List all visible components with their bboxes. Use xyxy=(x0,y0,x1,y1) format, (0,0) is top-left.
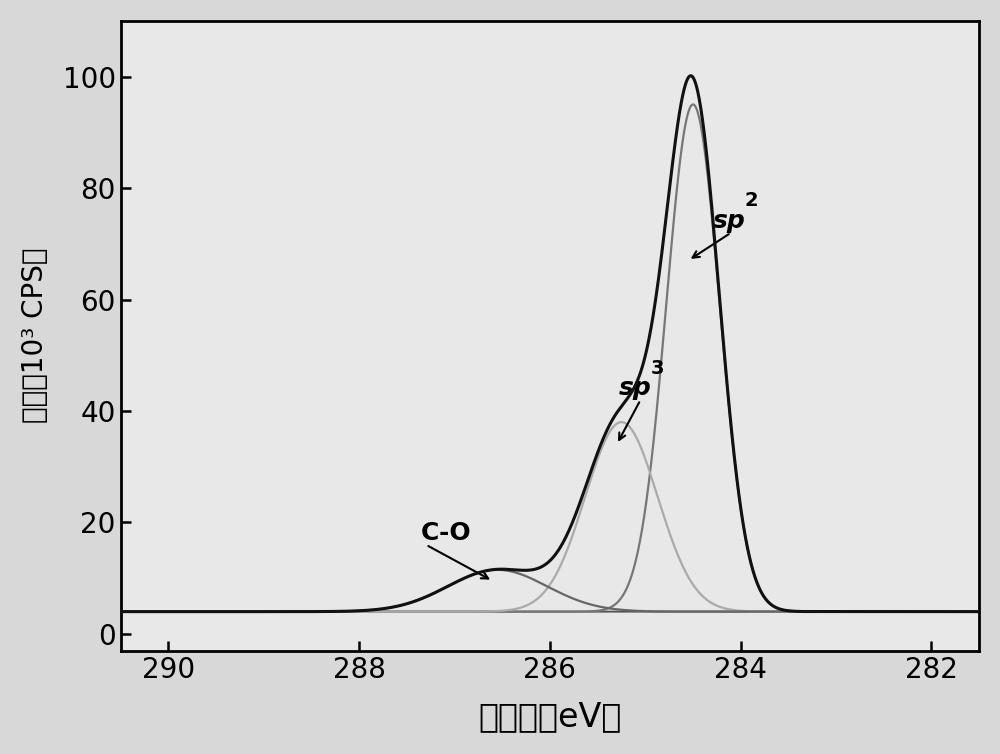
Text: sp: sp xyxy=(713,209,745,233)
Y-axis label: 强度（10³ CPS）: 强度（10³ CPS） xyxy=(21,248,49,424)
Text: C-O: C-O xyxy=(421,521,472,544)
Text: 2: 2 xyxy=(744,192,758,210)
Text: 3: 3 xyxy=(651,359,664,378)
X-axis label: 结合能（eV）: 结合能（eV） xyxy=(478,700,622,733)
Text: sp: sp xyxy=(619,375,652,400)
